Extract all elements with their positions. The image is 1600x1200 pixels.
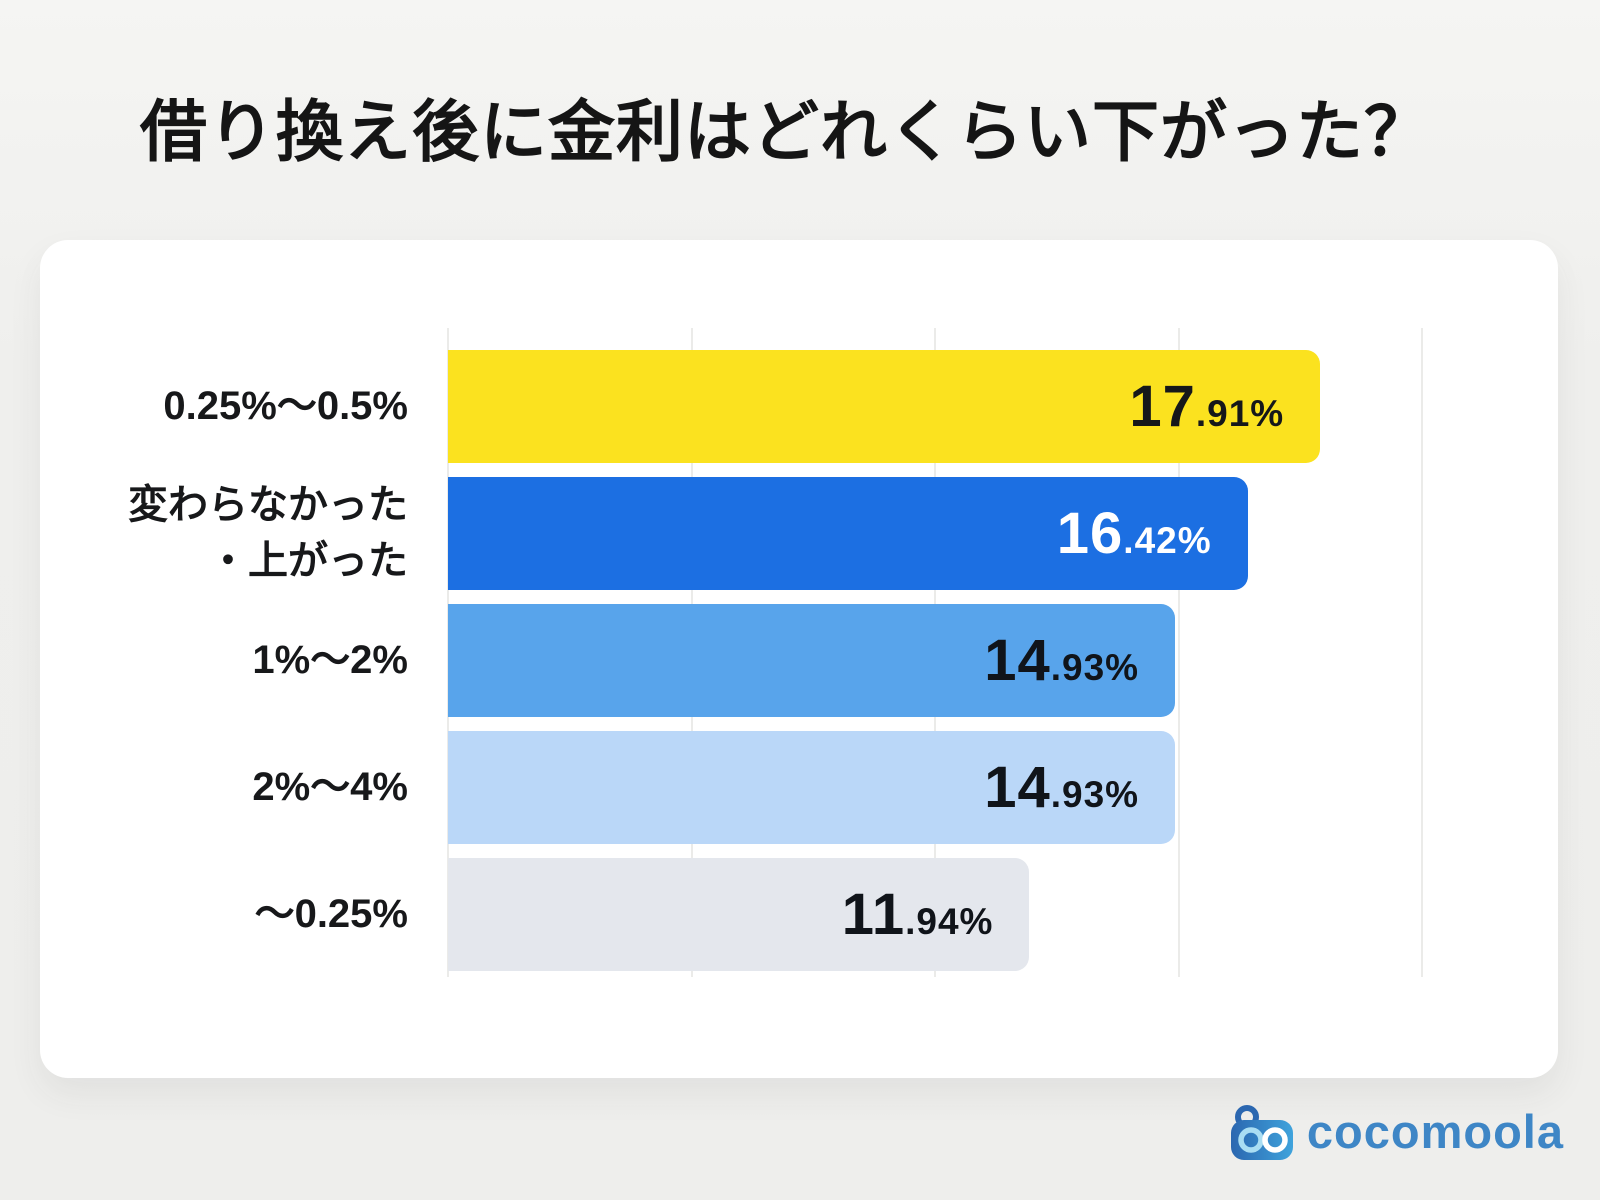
row-label-line: 〜0.25%: [254, 891, 408, 936]
row-label-line: 変わらなかった: [128, 483, 408, 528]
chart-row: 0.25%〜0.5% 17.91%: [40, 350, 1558, 463]
bar-value: 14.93%: [984, 755, 1140, 820]
row-label: 1%〜2%: [40, 604, 448, 717]
bar-area: 17.91%: [448, 350, 1422, 463]
chart-row: 1%〜2% 14.93%: [40, 604, 1558, 717]
bar-value: 14.93%: [984, 628, 1140, 693]
row-label-line: 1%〜2%: [252, 637, 408, 682]
row-label: 〜0.25%: [40, 858, 448, 971]
bar-area: 14.93%: [448, 604, 1422, 717]
bar-medium-blue: 14.93%: [448, 604, 1176, 717]
bar-gray: 11.94%: [448, 858, 1030, 971]
row-label-line: ・上がった: [208, 538, 408, 583]
row-label-line: 2%〜4%: [252, 764, 408, 809]
bar-chart: 0.25%〜0.5% 17.91% 変わらなかった ・上がった 16.42% 1…: [40, 350, 1558, 985]
chart-row: 2%〜4% 14.93%: [40, 731, 1558, 844]
row-label: 変わらなかった ・上がった: [40, 477, 448, 590]
chart-card: 0.25%〜0.5% 17.91% 変わらなかった ・上がった 16.42% 1…: [40, 240, 1558, 1078]
cocomoola-logo-text: cocomoola: [1306, 1104, 1564, 1158]
bar-area: 16.42%: [448, 477, 1422, 590]
bar-yellow: 17.91%: [448, 350, 1321, 463]
bar-value: 16.42%: [1056, 501, 1212, 566]
bar-area: 11.94%: [448, 858, 1422, 971]
bar-area: 14.93%: [448, 731, 1422, 844]
cocomoola-logo: cocomoola: [1230, 1103, 1564, 1163]
row-label-line: 0.25%〜0.5%: [163, 383, 408, 428]
bar-value: 17.91%: [1129, 374, 1285, 439]
row-label: 2%〜4%: [40, 731, 448, 844]
chart-title: 借り換え後に金利はどれくらい下がった？: [140, 95, 1432, 170]
bar-light-blue: 14.93%: [448, 731, 1176, 844]
bar-dark-blue: 16.42%: [448, 477, 1248, 590]
cocomoola-logo-icon: [1230, 1105, 1293, 1160]
chart-row: 変わらなかった ・上がった 16.42%: [40, 477, 1558, 590]
row-label: 0.25%〜0.5%: [40, 350, 448, 463]
chart-row: 〜0.25% 11.94%: [40, 858, 1558, 971]
bar-value: 11.94%: [841, 882, 994, 947]
